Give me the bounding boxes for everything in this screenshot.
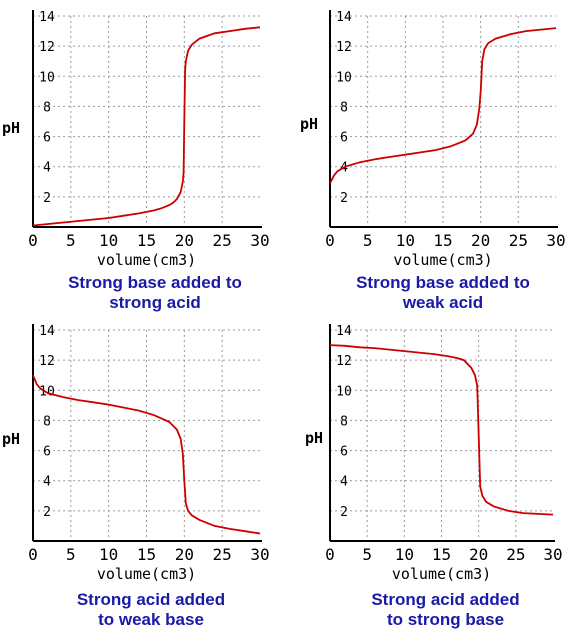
caption-line-1: Strong base added to <box>68 273 242 292</box>
y-tick-label: 2 <box>340 505 348 520</box>
titration-curve <box>32 374 261 535</box>
x-tick-label: 20 <box>471 231 490 250</box>
y-tick-label: 6 <box>340 131 348 146</box>
x-axis-label: volume(cm3) <box>393 251 492 269</box>
chart-panel-1: 0 5 10 15 20 25 30 2 4 6 8 10 12 14 pH volume(cm3) <box>2 10 270 269</box>
titration-curve <box>329 27 557 184</box>
y-tick-label: 8 <box>340 414 348 429</box>
x-tick-label: 10 <box>396 231 415 250</box>
x-tick-label: 30 <box>546 231 565 250</box>
y-tick-label: 8 <box>43 414 51 429</box>
x-tick-label: 10 <box>395 545 414 564</box>
x-tick-label: 5 <box>66 545 76 564</box>
x-tick-label: 10 <box>99 231 118 250</box>
chart-panel-4: 0 5 10 15 20 25 30 2 4 6 8 10 12 14 pH volume(cm3) <box>305 324 563 583</box>
x-tick-label: 25 <box>506 545 525 564</box>
x-tick-label: 30 <box>250 545 269 564</box>
x-tick-label: 15 <box>433 231 452 250</box>
x-tick-label: 20 <box>175 545 194 564</box>
x-tick-label: 0 <box>28 231 38 250</box>
x-tick-label: 10 <box>99 545 118 564</box>
x-tick-label: 25 <box>213 231 232 250</box>
y-tick-label: 4 <box>43 161 51 176</box>
y-tick-label: 6 <box>340 445 348 460</box>
x-tick-label: 20 <box>175 231 194 250</box>
x-tick-label: 0 <box>325 545 335 564</box>
x-axis-label: volume(cm3) <box>97 565 196 583</box>
y-tick-label: 12 <box>336 40 352 55</box>
caption-line-1: Strong acid added <box>371 590 520 609</box>
caption-line-1: Strong base added to <box>356 273 530 292</box>
caption-line-2: weak acid <box>402 293 484 312</box>
caption-line-2: to strong base <box>386 610 505 629</box>
caption-line-1: Strong acid added <box>76 590 226 609</box>
x-tick-label: 25 <box>509 231 528 250</box>
x-tick-label: 30 <box>250 231 269 250</box>
x-axis-label: volume(cm3) <box>392 565 491 583</box>
x-tick-label: 0 <box>28 545 38 564</box>
x-tick-label: 5 <box>362 545 372 564</box>
y-tick-label: 2 <box>43 505 51 520</box>
y-tick-label: 4 <box>340 475 348 490</box>
y-tick-label: 6 <box>43 131 51 146</box>
y-tick-label: 6 <box>43 445 51 460</box>
y-axis-label: pH <box>305 429 323 447</box>
y-tick-label: 8 <box>43 100 51 115</box>
x-tick-label: 0 <box>325 231 335 250</box>
titration-curve <box>329 344 554 516</box>
y-tick-label: 8 <box>340 100 348 115</box>
y-tick-label: 4 <box>43 475 51 490</box>
y-tick-label: 10 <box>336 384 352 399</box>
y-tick-label: 12 <box>39 354 55 369</box>
caption-strong-acid-strong-base: Strong acid added to strong base <box>313 590 578 630</box>
caption-line-2: strong acid <box>109 293 201 312</box>
y-axis-label: pH <box>2 119 20 137</box>
x-tick-label: 15 <box>432 545 451 564</box>
caption-strong-base-strong-acid: Strong base added to strong acid <box>20 273 290 313</box>
y-tick-label: 10 <box>336 70 352 85</box>
y-tick-label: 14 <box>39 324 55 339</box>
y-tick-label: 12 <box>336 354 352 369</box>
x-tick-label: 15 <box>137 231 156 250</box>
x-tick-label: 5 <box>363 231 373 250</box>
x-tick-label: 25 <box>213 545 232 564</box>
y-tick-label: 14 <box>336 10 352 25</box>
x-tick-label: 5 <box>66 231 76 250</box>
x-axis-label: volume(cm3) <box>97 251 196 269</box>
x-tick-label: 20 <box>469 545 488 564</box>
y-tick-label: 12 <box>39 40 55 55</box>
caption-strong-acid-weak-base: Strong acid added to weak base <box>16 590 286 630</box>
y-tick-label: 2 <box>43 191 51 206</box>
titration-curve <box>32 26 261 227</box>
y-axis-label: pH <box>2 430 20 448</box>
y-tick-label: 14 <box>336 324 352 339</box>
caption-line-2: to weak base <box>98 610 204 629</box>
x-tick-label: 30 <box>543 545 562 564</box>
x-tick-label: 15 <box>137 545 156 564</box>
y-tick-label: 14 <box>39 10 55 25</box>
y-tick-label: 10 <box>39 70 55 85</box>
y-axis-label: pH <box>300 115 318 133</box>
caption-strong-base-weak-acid: Strong base added to weak acid <box>308 273 578 313</box>
y-tick-label: 2 <box>340 191 348 206</box>
